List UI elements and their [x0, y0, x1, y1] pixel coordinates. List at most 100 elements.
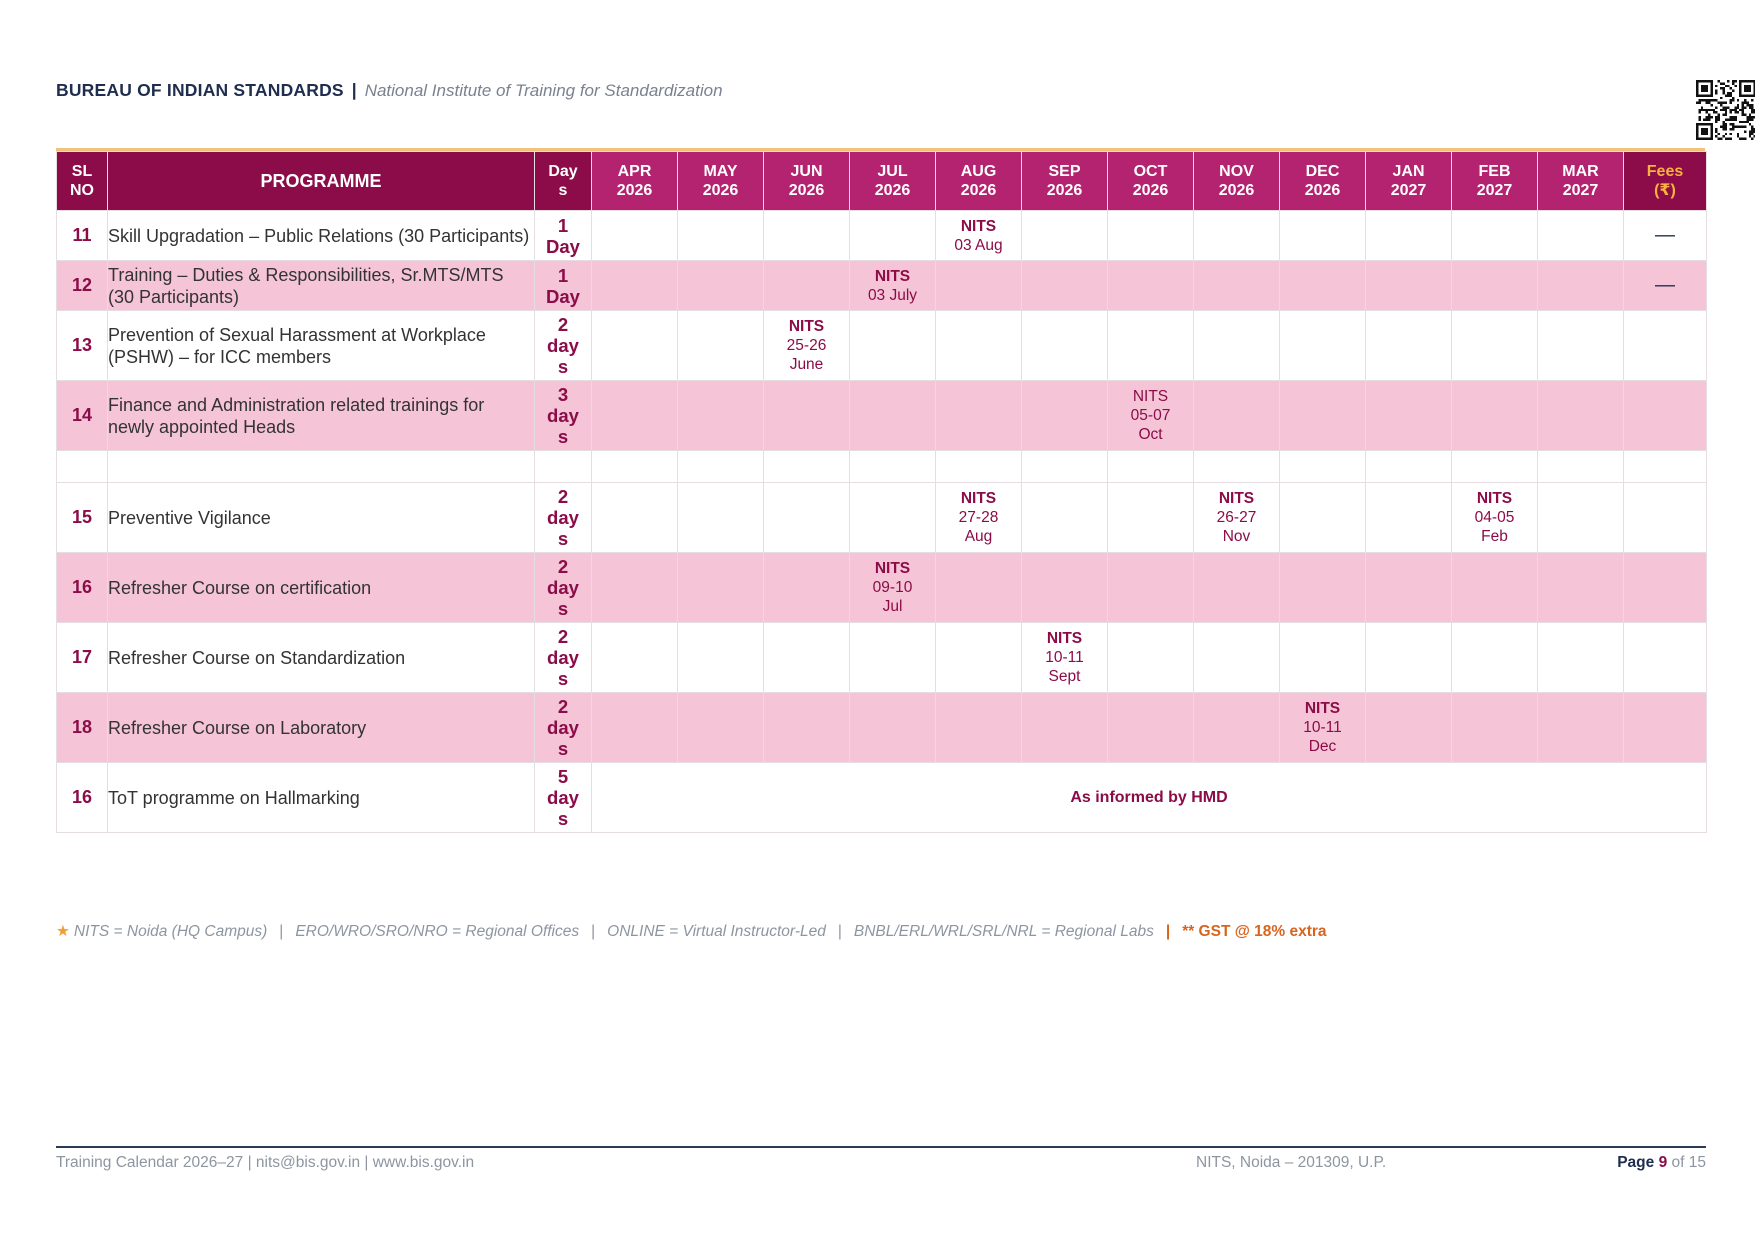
gst-note: ** GST @ 18% extra	[1182, 923, 1327, 940]
month-cell	[1451, 450, 1538, 483]
month-cell	[763, 450, 850, 483]
month-cell	[1365, 380, 1452, 451]
row-fees: —	[1623, 260, 1707, 311]
row-fees	[1623, 692, 1707, 763]
header-month: NOV 2026	[1193, 151, 1280, 211]
session-date: Feb	[1481, 528, 1508, 545]
legend-item: ERO/WRO/SRO/NRO = Regional Offices	[295, 923, 580, 940]
session-date: 09-10	[872, 579, 913, 596]
legend-item: NITS = Noida (HQ Campus)	[73, 923, 268, 940]
month-cell	[1537, 210, 1624, 261]
month-cell	[591, 210, 678, 261]
month-cell	[591, 692, 678, 763]
row-slno: 12	[56, 260, 108, 311]
row-days: 1 Day	[534, 260, 592, 311]
session-venue: NITS	[960, 490, 997, 507]
row-slno: 14	[56, 380, 108, 451]
row-slno: 17	[56, 622, 108, 693]
month-cell	[1279, 210, 1366, 261]
month-cell	[1279, 552, 1366, 623]
month-cell	[1451, 260, 1538, 311]
legend-item: BNBL/ERL/WRL/SRL/NRL = Regional Labs	[853, 923, 1154, 940]
session-date: 03 Aug	[954, 236, 1003, 254]
month-cell	[1021, 260, 1108, 311]
session-entry: NITS 05-07 Oct	[1107, 380, 1194, 451]
month-cell	[1537, 380, 1624, 451]
month-cell	[935, 310, 1022, 381]
month-cell	[677, 482, 764, 553]
row-programme: Skill Upgradation – Public Relations (30…	[107, 210, 535, 261]
month-cell	[677, 622, 764, 693]
row-days: 2 day s	[534, 622, 592, 693]
month-cell	[591, 482, 678, 553]
month-cell	[1193, 622, 1280, 693]
header-days: Day s	[534, 151, 592, 211]
qr-code-icon	[1696, 80, 1755, 140]
header-fees: Fees (₹)	[1623, 151, 1707, 211]
month-cell	[1107, 310, 1194, 381]
row-days	[534, 450, 592, 483]
month-cell	[1451, 210, 1538, 261]
session-entry: NITS 26-27 Nov	[1193, 482, 1280, 553]
month-cell	[1021, 552, 1108, 623]
month-cell	[1193, 310, 1280, 381]
month-cell	[1365, 210, 1452, 261]
month-cell	[1193, 692, 1280, 763]
month-cell	[1451, 622, 1538, 693]
month-cell	[677, 260, 764, 311]
month-cell	[1021, 380, 1108, 451]
month-cell	[763, 482, 850, 553]
month-cell	[935, 450, 1022, 483]
session-date: Sept	[1048, 668, 1081, 685]
month-cell	[1279, 482, 1366, 553]
row-programme	[107, 450, 535, 483]
row-days: 3 day s	[534, 380, 592, 451]
star-icon: ★	[56, 923, 70, 940]
session-date: 25-26	[786, 337, 827, 354]
session-venue: NITS	[1218, 490, 1255, 507]
row-fees	[1623, 622, 1707, 693]
row-slno: 11	[56, 210, 108, 261]
session-date: Oct	[1138, 426, 1163, 443]
month-cell	[1537, 482, 1624, 553]
session-date: 10-11	[1303, 719, 1342, 736]
row-fees	[1623, 450, 1707, 483]
month-cell	[849, 380, 936, 451]
month-cell	[677, 692, 764, 763]
session-date: 26-27	[1216, 509, 1257, 526]
month-cell	[1451, 692, 1538, 763]
month-cell	[1021, 450, 1108, 483]
header-slno: SL NO	[56, 151, 108, 211]
month-cell	[1193, 260, 1280, 311]
month-cell	[1107, 450, 1194, 483]
schedule-note: As informed by HMD	[591, 762, 1707, 833]
month-cell	[1365, 622, 1452, 693]
header-separator: |	[351, 80, 357, 100]
row-slno	[56, 450, 108, 483]
table-row: 16 ToT programme on Hallmarking 5 day s As in…	[56, 762, 1707, 833]
session-entry: NITS 09-10 Jul	[849, 552, 936, 623]
session-entry: NITS 03 Aug	[935, 210, 1022, 261]
session-date: June	[789, 356, 824, 373]
session-date: Dec	[1308, 738, 1337, 755]
month-cell	[1279, 622, 1366, 693]
month-cell	[849, 482, 936, 553]
session-venue: NITS	[874, 267, 911, 285]
session-entry: NITS 27-28 Aug	[935, 482, 1022, 553]
footer-address: NITS, Noida – 201309, U.P.	[1196, 1154, 1387, 1171]
row-programme: Finance and Administration related train…	[107, 380, 535, 451]
session-venue: NITS	[1132, 388, 1169, 405]
row-fees	[1623, 310, 1707, 381]
row-programme: ToT programme on Hallmarking	[107, 762, 535, 833]
month-cell	[1193, 210, 1280, 261]
month-cell	[1537, 260, 1624, 311]
month-cell	[1021, 482, 1108, 553]
month-cell	[849, 622, 936, 693]
legend-item: ONLINE = Virtual Instructor-Led	[607, 923, 826, 940]
row-slno: 13	[56, 310, 108, 381]
header-divider	[56, 148, 1705, 151]
row-days: 2 day s	[534, 692, 592, 763]
month-cell	[1107, 260, 1194, 311]
row-slno: 15	[56, 482, 108, 553]
month-cell	[677, 450, 764, 483]
